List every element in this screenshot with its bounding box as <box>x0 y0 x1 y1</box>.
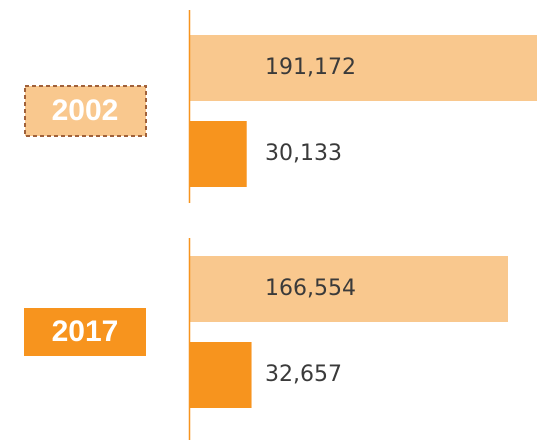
value-label: 32,657 <box>265 362 342 387</box>
category-label: 2017 <box>52 315 119 348</box>
category-box <box>24 308 146 356</box>
value-label: 166,554 <box>265 276 356 301</box>
bar <box>189 35 537 101</box>
value-label: 30,133 <box>265 141 342 166</box>
bar <box>189 256 508 322</box>
category-label: 2002 <box>52 94 119 127</box>
category-box <box>24 85 147 137</box>
value-label: 191,172 <box>265 55 356 80</box>
bar <box>189 121 247 187</box>
bar <box>189 342 252 408</box>
